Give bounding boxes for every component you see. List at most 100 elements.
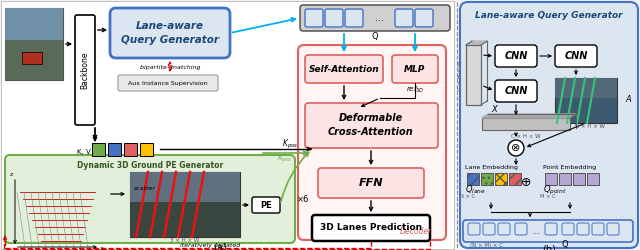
Text: C × H × W: C × H × W: [458, 60, 463, 90]
Text: Dynamic 3D Ground PE Generator: Dynamic 3D Ground PE Generator: [77, 160, 223, 170]
FancyBboxPatch shape: [345, 9, 363, 27]
Bar: [466, 45, 481, 105]
Bar: [545, 173, 557, 185]
Bar: [482, 118, 570, 130]
FancyBboxPatch shape: [305, 55, 383, 83]
Text: Cross-Attention: Cross-Attention: [328, 127, 414, 137]
FancyBboxPatch shape: [577, 223, 589, 235]
FancyBboxPatch shape: [495, 80, 537, 102]
Bar: [467, 173, 479, 185]
Circle shape: [508, 140, 524, 156]
Text: K, V: K, V: [77, 149, 91, 155]
Text: (N × M) × C: (N × M) × C: [470, 242, 503, 248]
Text: N × H × W: N × H × W: [575, 124, 605, 130]
Text: Self-Attention: Self-Attention: [308, 64, 380, 74]
Text: (b): (b): [542, 244, 556, 250]
FancyBboxPatch shape: [607, 223, 619, 235]
Text: Decoder: Decoder: [400, 228, 432, 236]
Bar: [140, 143, 153, 156]
Text: (a): (a): [213, 243, 227, 250]
Text: Point Embedding: Point Embedding: [543, 166, 596, 170]
FancyBboxPatch shape: [463, 220, 633, 242]
Text: iteratively updated: iteratively updated: [180, 244, 240, 248]
Text: PE: PE: [260, 200, 272, 209]
Text: bipartite  matching: bipartite matching: [140, 64, 200, 70]
FancyBboxPatch shape: [312, 215, 430, 241]
Text: Q: Q: [562, 240, 568, 250]
FancyBboxPatch shape: [118, 75, 218, 91]
Text: Deformable: Deformable: [339, 113, 403, 123]
Text: Q: Q: [372, 32, 378, 42]
Bar: [130, 172, 240, 202]
Text: Lane-aware: Lane-aware: [136, 21, 204, 31]
FancyBboxPatch shape: [555, 45, 597, 67]
Text: ⊕: ⊕: [521, 176, 531, 190]
FancyBboxPatch shape: [515, 223, 527, 235]
Text: Aux Instance Supervision: Aux Instance Supervision: [128, 80, 208, 86]
Text: $Q_{lane}$: $Q_{lane}$: [465, 184, 486, 196]
Bar: [130, 172, 240, 237]
Text: A: A: [625, 96, 631, 104]
FancyBboxPatch shape: [545, 223, 557, 235]
Text: Backbone: Backbone: [81, 51, 90, 89]
Text: Query Generator: Query Generator: [121, 35, 219, 45]
Bar: [1, 1, 454, 249]
Bar: [573, 173, 585, 185]
Text: X: X: [491, 106, 497, 114]
Bar: [5, 40, 63, 80]
Bar: [587, 173, 599, 185]
Bar: [555, 78, 617, 123]
Text: ×6: ×6: [297, 196, 309, 204]
Text: FFN: FFN: [359, 178, 383, 188]
Text: $K_{pos}$: $K_{pos}$: [277, 153, 292, 165]
Text: z: z: [10, 172, 13, 178]
Bar: [5, 8, 63, 40]
FancyBboxPatch shape: [325, 9, 343, 27]
Text: C × H × W: C × H × W: [511, 134, 541, 138]
Text: $ref_{3D}$: $ref_{3D}$: [406, 85, 424, 95]
Bar: [555, 78, 617, 98]
Text: $K_{pos}$: $K_{pos}$: [282, 138, 298, 150]
Text: M × C: M × C: [540, 194, 556, 200]
FancyBboxPatch shape: [318, 168, 424, 198]
FancyBboxPatch shape: [483, 223, 495, 235]
Text: $Q_{point}$: $Q_{point}$: [543, 184, 567, 196]
FancyBboxPatch shape: [305, 9, 323, 27]
Text: N × C: N × C: [460, 194, 476, 200]
Text: ...: ...: [376, 13, 385, 23]
Bar: [509, 173, 521, 185]
Bar: [22, 52, 42, 64]
FancyBboxPatch shape: [562, 223, 574, 235]
Text: 3 × H × W: 3 × H × W: [170, 238, 200, 242]
Text: Lane-aware Query Generator: Lane-aware Query Generator: [475, 10, 623, 20]
Bar: [92, 143, 105, 156]
Bar: [130, 202, 240, 237]
Bar: [124, 143, 137, 156]
FancyBboxPatch shape: [392, 55, 438, 83]
FancyBboxPatch shape: [305, 103, 438, 148]
FancyBboxPatch shape: [495, 45, 537, 67]
Text: CNN: CNN: [564, 51, 588, 61]
FancyBboxPatch shape: [498, 223, 510, 235]
FancyBboxPatch shape: [110, 8, 230, 58]
Text: CNN: CNN: [504, 51, 528, 61]
Bar: [559, 173, 571, 185]
Bar: [5, 8, 63, 80]
Polygon shape: [466, 41, 487, 45]
Text: MLP: MLP: [404, 64, 426, 74]
FancyBboxPatch shape: [592, 223, 604, 235]
FancyBboxPatch shape: [395, 9, 413, 27]
Bar: [481, 173, 493, 185]
FancyBboxPatch shape: [468, 223, 480, 235]
Text: Lane Embedding: Lane Embedding: [465, 166, 517, 170]
Bar: [495, 173, 507, 185]
Polygon shape: [482, 114, 576, 118]
Bar: [108, 143, 121, 156]
FancyBboxPatch shape: [298, 45, 446, 240]
FancyBboxPatch shape: [300, 5, 450, 31]
Text: ⊗: ⊗: [511, 143, 521, 153]
Text: scatter: scatter: [134, 186, 156, 190]
Text: ...: ...: [532, 226, 540, 235]
Text: 3D Lanes Prediction: 3D Lanes Prediction: [320, 224, 422, 232]
Text: x: x: [100, 246, 104, 250]
